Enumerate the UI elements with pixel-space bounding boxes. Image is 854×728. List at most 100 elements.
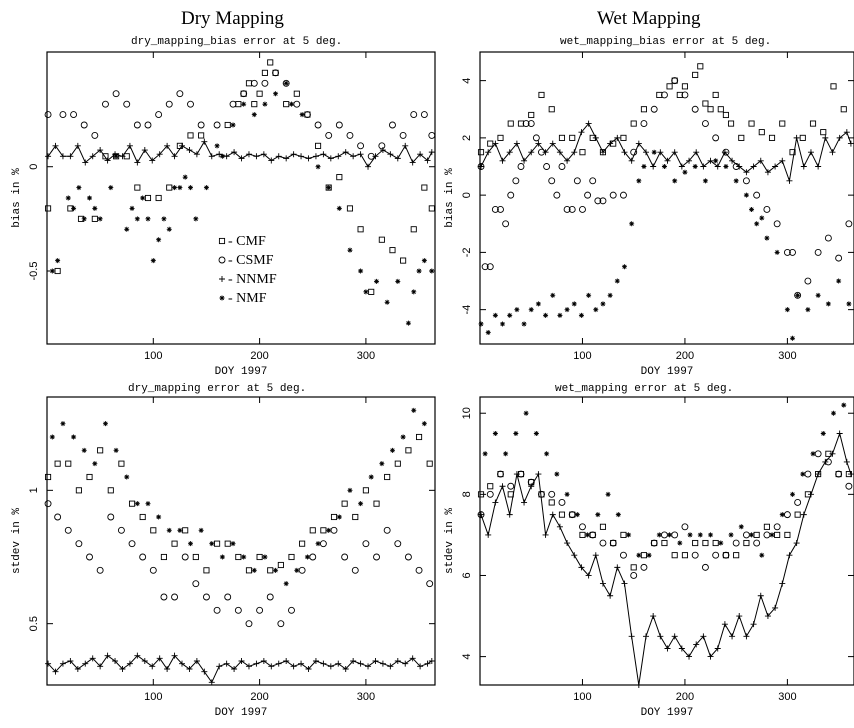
csmf-point-46 bbox=[814, 248, 822, 256]
nnmf-point-45 bbox=[379, 147, 386, 154]
cmf-point-24 bbox=[299, 540, 306, 547]
nnmf-point-17 bbox=[171, 652, 178, 659]
nmf-point-8 bbox=[134, 501, 140, 507]
nmf-point-37 bbox=[764, 235, 770, 241]
nnmf-point-5 bbox=[82, 159, 89, 166]
nmf-point-13 bbox=[188, 541, 194, 547]
nmf-point-15 bbox=[636, 552, 642, 558]
nnmf-point-28 bbox=[678, 163, 685, 170]
nnmf-point-12 bbox=[134, 159, 141, 166]
nnmf-point-30 bbox=[693, 149, 700, 156]
nnmf-line bbox=[480, 431, 852, 686]
cmf-point-1 bbox=[487, 483, 494, 490]
cmf-point-7 bbox=[118, 460, 125, 467]
csmf-point-7 bbox=[117, 526, 125, 534]
csmf-point-3 bbox=[491, 206, 499, 213]
csmf-point-27 bbox=[330, 526, 338, 534]
nnmf-point-12 bbox=[564, 540, 571, 547]
cmf-point-1 bbox=[487, 140, 494, 147]
nnmf-point-33 bbox=[290, 151, 297, 158]
csmf-point-9 bbox=[568, 511, 576, 519]
nnmf-point-5 bbox=[513, 140, 520, 147]
cmf-point-32 bbox=[368, 288, 375, 295]
x-axis-label: DOY 1997 bbox=[641, 366, 694, 378]
nnmf-point-52 bbox=[428, 149, 435, 156]
cmf-point-14 bbox=[192, 553, 199, 561]
nmf-point-17 bbox=[230, 541, 236, 547]
nnmf-point-6 bbox=[521, 157, 528, 164]
nnmf-point-42 bbox=[779, 157, 786, 164]
csmf-point-35 bbox=[415, 566, 423, 574]
csmf-point-44 bbox=[794, 291, 802, 299]
csmf-point-41 bbox=[773, 220, 781, 228]
nmf-point-17 bbox=[656, 532, 662, 538]
nnmf-point-25 bbox=[231, 666, 238, 672]
csmf-point-29 bbox=[650, 105, 658, 113]
cmf-point-27 bbox=[330, 513, 338, 521]
cmf-point-21 bbox=[267, 567, 274, 574]
csmf-point-33 bbox=[410, 111, 418, 119]
cmf-point-11 bbox=[166, 184, 173, 191]
y-axis-label: bias in % bbox=[11, 168, 23, 228]
nnmf-point-31 bbox=[275, 153, 282, 160]
nmf-point-16 bbox=[593, 307, 599, 313]
x-tick-label: 200 bbox=[676, 350, 694, 362]
cmf-point-36 bbox=[426, 460, 433, 467]
csmf-point-22 bbox=[293, 100, 301, 108]
nnmf-point-0 bbox=[45, 660, 52, 667]
nnmf-point-38 bbox=[327, 663, 334, 670]
csmf-point-32 bbox=[681, 91, 689, 99]
csmf-point-16 bbox=[229, 100, 237, 108]
cmf-point-20 bbox=[256, 553, 263, 561]
nnmf-point-20 bbox=[193, 658, 200, 664]
nmf-point-19 bbox=[614, 278, 620, 284]
nmf-point-33 bbox=[400, 434, 406, 440]
csmf-point-42 bbox=[783, 248, 791, 256]
x-axis-label: DOY 1997 bbox=[641, 707, 694, 719]
nmf-point-4 bbox=[523, 410, 529, 416]
nnmf-point-3 bbox=[67, 658, 74, 664]
nnmf-point-39 bbox=[335, 153, 342, 160]
csmf-point-13 bbox=[609, 539, 617, 547]
nmf-point-11 bbox=[595, 512, 601, 518]
cmf-point-17 bbox=[656, 91, 663, 98]
nnmf-point-29 bbox=[260, 151, 267, 158]
nmf-point-32 bbox=[810, 451, 816, 457]
nnmf-point-10 bbox=[119, 153, 126, 160]
csmf-point-4 bbox=[497, 206, 504, 213]
cmf-point-29 bbox=[727, 120, 735, 127]
nnmf-point-21 bbox=[628, 157, 635, 164]
csmf-point-18 bbox=[568, 206, 576, 213]
nmf-point-6 bbox=[544, 451, 550, 457]
nnmf-point-46 bbox=[387, 663, 394, 670]
csmf-point-32 bbox=[399, 131, 407, 139]
csmf-point-5 bbox=[502, 220, 510, 228]
y-tick-label: 8 bbox=[461, 491, 473, 497]
nnmf-point-49 bbox=[409, 655, 416, 662]
csmf-point-14 bbox=[620, 551, 627, 559]
nnmf-point-2 bbox=[59, 153, 66, 160]
x-tick-label: 300 bbox=[778, 350, 796, 362]
nnmf-point-44 bbox=[372, 153, 379, 160]
nmf-point-29 bbox=[241, 101, 247, 107]
y-tick-label: -4 bbox=[461, 305, 473, 315]
nnmf-point-26 bbox=[238, 155, 245, 162]
nmf-point-18 bbox=[161, 216, 167, 222]
csmf-point-28 bbox=[640, 120, 648, 128]
cmf-point-26 bbox=[743, 539, 750, 547]
csmf-point-48 bbox=[835, 254, 843, 262]
nnmf-line bbox=[47, 140, 433, 168]
nnmf-point-8 bbox=[104, 652, 111, 659]
csmf-point-22 bbox=[277, 620, 285, 628]
nnmf-point-39 bbox=[757, 157, 764, 164]
series-cmf bbox=[45, 433, 433, 574]
nnmf-point-7 bbox=[97, 663, 104, 670]
csmf-point-24 bbox=[722, 551, 730, 559]
y-axis-label: bias in % bbox=[444, 168, 456, 228]
nmf-point-9 bbox=[574, 512, 580, 518]
nnmf-point-29 bbox=[686, 157, 693, 164]
cmf-point-4 bbox=[91, 215, 98, 222]
nnmf-point-35 bbox=[729, 633, 736, 640]
dry-mapping-title: Dry Mapping bbox=[181, 8, 284, 29]
nnmf-point-1 bbox=[485, 149, 492, 156]
